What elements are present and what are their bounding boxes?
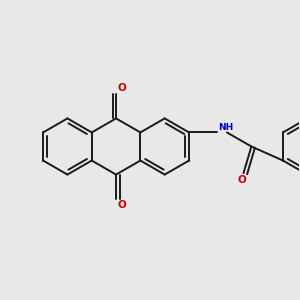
Text: O: O [118, 83, 127, 93]
Text: NH: NH [218, 122, 233, 131]
Text: O: O [118, 200, 127, 210]
Text: O: O [238, 175, 247, 185]
